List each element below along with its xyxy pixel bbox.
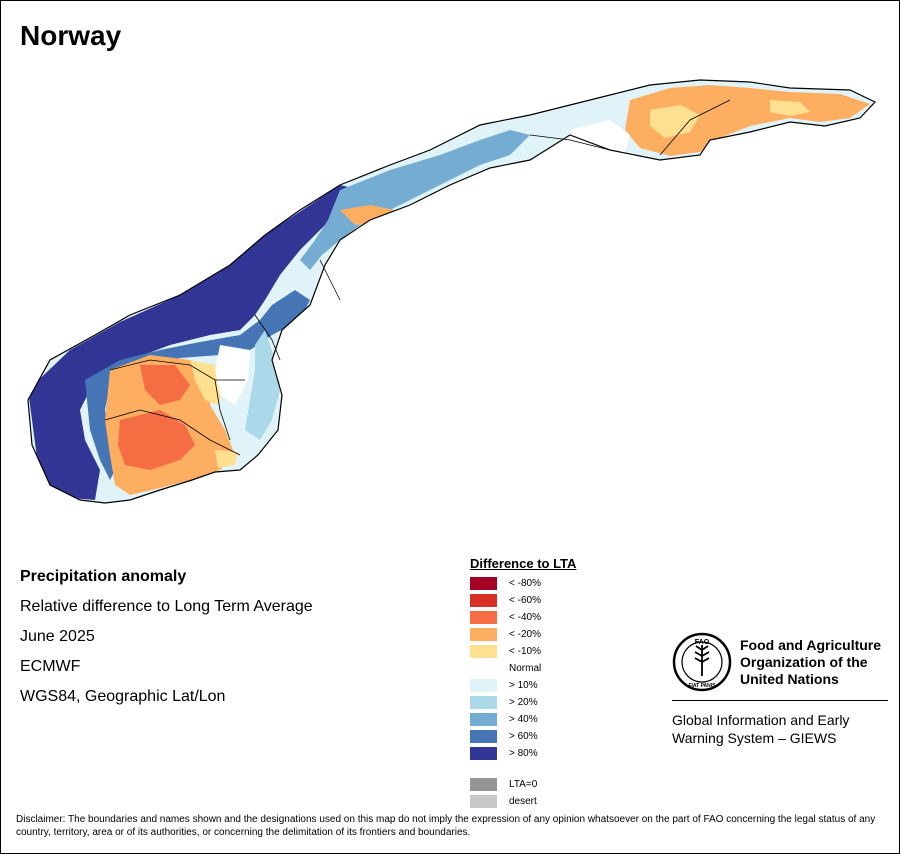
fao-name-line3: United Nations	[740, 670, 839, 687]
anomaly-finnmark-dry	[625, 85, 870, 156]
legend-item-swatch	[470, 594, 497, 607]
giews-label: Global Information and Early Warning Sys…	[672, 711, 888, 747]
legend-item-label: > 40%	[509, 714, 538, 725]
legend-item-label: < -60%	[509, 595, 541, 606]
map-title: Norway	[20, 20, 122, 51]
legend-item-label: > 80%	[509, 748, 538, 759]
map-info: Precipitation anomaly Relative differenc…	[20, 562, 313, 712]
legend-item-row: < -80%	[470, 575, 576, 592]
disclaimer: Disclaimer: The boundaries and names sho…	[16, 814, 876, 838]
legend-item-swatch	[470, 713, 497, 726]
fao-branding: FAO FIAT PANIS Food and Agriculture Orga…	[672, 632, 888, 747]
legend-item-swatch	[470, 628, 497, 641]
legend-item-label: < -80%	[509, 578, 541, 589]
info-heading: Precipitation anomaly	[20, 568, 187, 585]
legend-item-row: Normal	[470, 660, 576, 677]
legend-extra-item-label: desert	[509, 796, 537, 807]
fao-name: Food and Agriculture Organization of the…	[740, 637, 881, 688]
legend-item-row: > 10%	[470, 677, 576, 694]
anomaly-finnmark-slightly-dry	[650, 100, 810, 138]
legend-item-label: < -20%	[509, 629, 541, 640]
legend-item-row: < -60%	[470, 592, 576, 609]
fao-logo-letters: FAO	[695, 639, 710, 646]
legend-item-swatch	[470, 645, 497, 658]
info-subtitle: Relative difference to Long Term Average	[20, 598, 313, 615]
legend-item-swatch	[470, 679, 497, 692]
legend-item-swatch	[470, 577, 497, 590]
legend-item-swatch	[470, 747, 497, 760]
fao-name-line2: Organization of the	[740, 653, 868, 670]
legend-item-label: > 60%	[509, 731, 538, 742]
legend-item-label: < -40%	[509, 612, 541, 623]
legend-extra-item-row: LTA=0	[470, 776, 576, 793]
legend-extra-item-swatch	[470, 778, 497, 791]
legend-item-row: > 60%	[470, 728, 576, 745]
province-boundaries	[104, 99, 731, 456]
legend-items: < -80% < -60% < -40% < -20% < -10% Normal > 10…	[470, 575, 576, 762]
anomaly-west-coast-very-wet	[28, 185, 360, 500]
legend-item-swatch	[470, 730, 497, 743]
giews-line1: Global Information and Early	[672, 712, 850, 728]
anomaly-west-wet	[85, 290, 310, 480]
legend-item-swatch	[470, 696, 497, 709]
legend-item-row: < -10%	[470, 643, 576, 660]
anomaly-north-wet	[300, 130, 530, 270]
info-period: June 2025	[20, 628, 95, 645]
legend-item-label: Normal	[509, 663, 542, 674]
legend-extra-item-label: LTA=0	[509, 779, 538, 790]
legend-item-label: < -10%	[509, 646, 541, 657]
legend-item-row: < -40%	[470, 609, 576, 626]
fao-name-line1: Food and Agriculture	[740, 636, 882, 653]
legend-item-label: > 10%	[509, 680, 538, 691]
giews-line2: Warning System – GIEWS	[672, 730, 837, 746]
fao-logo-icon: FAO FIAT PANIS	[672, 632, 732, 692]
legend-item-row: > 40%	[470, 711, 576, 728]
legend-extra-item-swatch	[470, 795, 497, 808]
legend: Difference to LTA < -80% < -60% < -40% < -2…	[470, 556, 576, 810]
anomaly-south-very-dry	[118, 365, 195, 470]
legend-title: Difference to LTA	[470, 556, 577, 571]
anomaly-grid	[28, 80, 875, 503]
legend-item-swatch	[470, 662, 497, 675]
norway-map	[27, 79, 876, 504]
legend-item-swatch	[470, 611, 497, 624]
fao-divider	[672, 700, 888, 701]
anomaly-central-moist	[245, 330, 280, 440]
legend-item-row: > 80%	[470, 745, 576, 762]
anomaly-south-slightly-dry	[190, 360, 238, 468]
legend-item-row: > 20%	[470, 694, 576, 711]
info-projection: WGS84, Geographic Lat/Lon	[20, 688, 226, 705]
info-source: ECMWF	[20, 658, 81, 675]
fao-logo-motto: FIAT PANIS	[688, 683, 716, 689]
legend-extra-items: LTA=0 desert	[470, 776, 576, 810]
legend-item-row: < -20%	[470, 626, 576, 643]
legend-extra-item-row: desert	[470, 793, 576, 810]
legend-item-label: > 20%	[509, 697, 538, 708]
